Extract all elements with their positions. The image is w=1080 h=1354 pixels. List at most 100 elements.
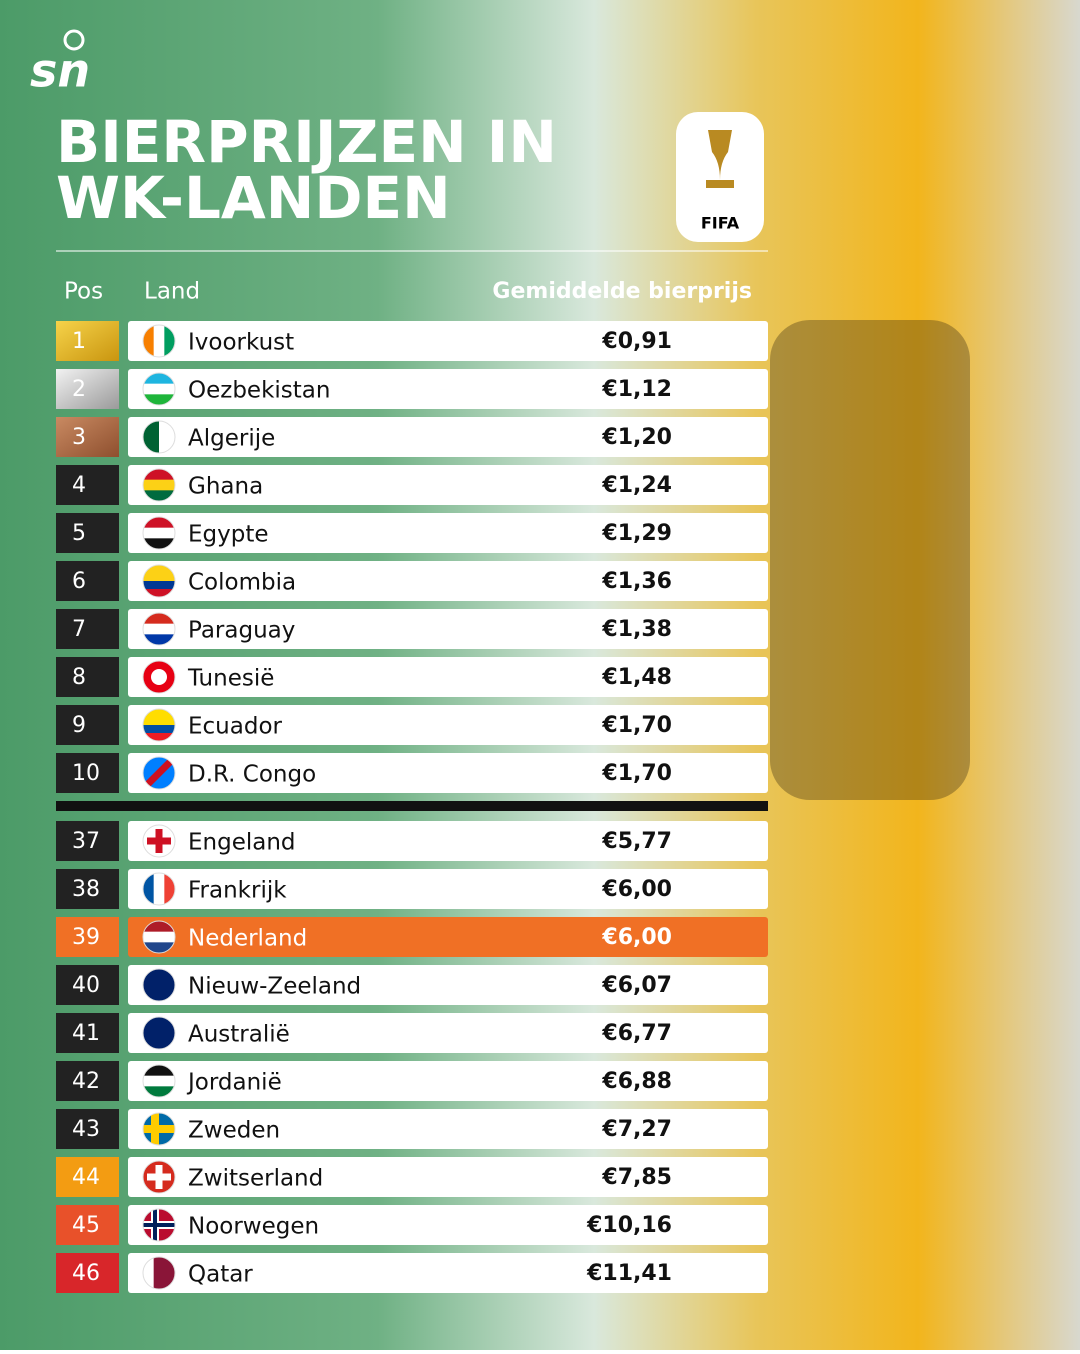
flag [143, 873, 175, 905]
flag-rim [142, 708, 176, 742]
flag-rim [142, 516, 176, 550]
flag-rim [142, 1160, 176, 1194]
flag-stripe [143, 1065, 175, 1077]
flag [143, 1017, 175, 1049]
row [128, 917, 768, 957]
flag-stripe [143, 613, 175, 625]
flag-stripe [143, 325, 155, 357]
country: Oezbekistan [188, 378, 330, 404]
position: 38 [72, 877, 100, 902]
price: €11,41 [586, 1261, 672, 1286]
flag [143, 709, 175, 741]
price: €7,85 [601, 1165, 672, 1190]
position: 42 [72, 1069, 100, 1094]
country: Frankrijk [188, 878, 287, 904]
country: Nieuw-Zeeland [188, 974, 361, 1000]
header-price: Gemiddelde bierprijs [492, 279, 752, 304]
pos-cell [56, 917, 119, 957]
row [128, 609, 768, 649]
row [128, 657, 768, 697]
price: €1,70 [601, 713, 672, 738]
pos-cell [56, 321, 119, 361]
flag-rim [142, 468, 176, 502]
row [128, 369, 768, 409]
flag [143, 421, 175, 453]
flag-stripe [159, 421, 175, 453]
price: €1,70 [601, 761, 672, 786]
flag-band [143, 757, 175, 789]
price: €1,38 [601, 617, 672, 642]
flag [143, 1161, 175, 1193]
position: 46 [72, 1261, 100, 1286]
flag-stripe [143, 394, 175, 405]
position: 39 [72, 925, 100, 950]
row [128, 869, 768, 909]
row [128, 513, 768, 553]
flag-stripe [143, 1257, 155, 1289]
price: €5,77 [601, 829, 672, 854]
flag-stripe [143, 469, 175, 481]
flag-stripe [143, 733, 175, 741]
flag-stripe [143, 634, 175, 645]
flag [143, 469, 175, 501]
country: Australië [188, 1022, 290, 1048]
flag-rim [142, 872, 176, 906]
position: 43 [72, 1117, 100, 1142]
pos-cell [56, 705, 119, 745]
logo-ball [63, 29, 85, 51]
row [128, 1013, 768, 1053]
flag-rim [142, 1208, 176, 1242]
flag-stripe [143, 717, 175, 726]
position: 44 [72, 1165, 100, 1190]
position: 1 [72, 329, 86, 354]
flag-stripe [143, 589, 175, 597]
price: €6,77 [601, 1021, 672, 1046]
flag-rim [142, 1256, 176, 1290]
position: 9 [72, 713, 86, 738]
flag-stripe [143, 623, 175, 635]
flag-stripe [143, 538, 175, 549]
flag-field [143, 1017, 175, 1049]
flag-rim [142, 324, 176, 358]
country: Qatar [188, 1262, 253, 1288]
country: Nederland [188, 926, 307, 952]
row [128, 753, 768, 793]
country: Ivoorkust [188, 330, 294, 356]
flag-stripe [143, 942, 175, 953]
flag-rim [142, 1112, 176, 1146]
position: 40 [72, 973, 100, 998]
position: 10 [72, 761, 100, 786]
pos-cell [56, 1061, 119, 1101]
country: Zwitserland [188, 1166, 323, 1192]
price: €1,36 [601, 569, 672, 594]
flag [143, 757, 175, 789]
position: 2 [72, 377, 86, 402]
row [128, 321, 768, 361]
flag-stripe [143, 373, 175, 385]
title-line: WK-LANDEN [56, 164, 451, 232]
country: Tunesië [187, 666, 274, 692]
pos-cell [56, 1109, 119, 1149]
country: Engeland [188, 830, 296, 856]
row [128, 1109, 768, 1149]
flag-rim [142, 372, 176, 406]
flag [143, 825, 175, 857]
flag-stripe [143, 565, 175, 574]
flag-stripe [143, 573, 175, 582]
row [128, 417, 768, 457]
pos-cell [56, 821, 119, 861]
flag-rim [142, 564, 176, 598]
header-country: Land [144, 279, 200, 305]
flag-rim [142, 660, 176, 694]
flag-stripe [143, 517, 175, 529]
flag-stripe [143, 479, 175, 491]
flag-rim [142, 756, 176, 790]
title-line: BIERPRIJZEN IN [56, 108, 557, 176]
badge-text: FIFA [701, 214, 740, 233]
header-pos: Pos [64, 279, 103, 305]
flag-stripe [164, 325, 175, 357]
price: €10,16 [586, 1213, 672, 1238]
pos-cell [56, 657, 119, 697]
row [128, 1061, 768, 1101]
